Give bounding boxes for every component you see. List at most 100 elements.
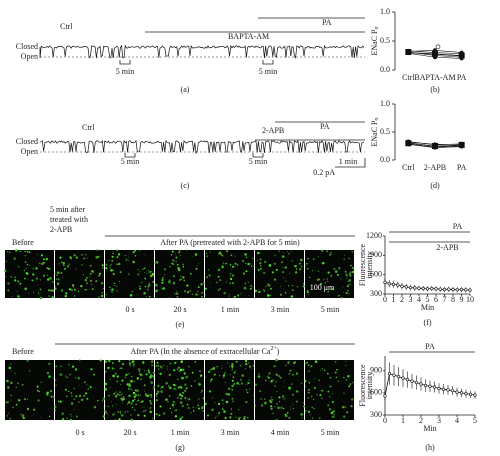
cell-signal xyxy=(93,373,95,376)
cell-signal xyxy=(61,417,65,421)
cell-signal xyxy=(350,264,352,267)
cell-signal xyxy=(183,279,186,282)
cell-signal xyxy=(127,256,129,258)
cell-signal xyxy=(326,278,328,280)
cell-signal xyxy=(345,364,347,366)
cell-signal xyxy=(319,394,322,397)
cell-signal xyxy=(55,286,57,288)
cell-signal xyxy=(46,371,50,375)
cell-signal xyxy=(291,289,294,292)
cell-signal xyxy=(38,390,41,393)
cell-signal xyxy=(338,294,340,297)
cell-signal xyxy=(150,396,153,398)
cell-signal xyxy=(224,372,226,374)
mean-point xyxy=(464,288,468,292)
cell-signal xyxy=(56,274,58,276)
cell-signal xyxy=(75,268,77,270)
cell-signal xyxy=(113,413,115,415)
cell-signal xyxy=(98,296,100,298)
x-tick-label: 8 xyxy=(451,295,455,304)
cell-signal xyxy=(327,290,330,293)
cell-signal xyxy=(149,373,151,375)
cell-signal xyxy=(67,363,70,366)
cell-signal xyxy=(347,361,348,362)
cell-signal xyxy=(236,264,239,266)
cell-signal xyxy=(352,381,354,384)
cell-signal xyxy=(229,264,232,266)
cell-signal xyxy=(277,406,280,410)
cell-signal xyxy=(60,261,63,264)
cell-signal xyxy=(142,361,145,364)
cell-signal xyxy=(304,363,306,365)
closed-label: Closed xyxy=(16,137,38,146)
cell-signal xyxy=(329,253,332,256)
cell-signal xyxy=(278,375,281,378)
cell-signal xyxy=(73,398,75,400)
cell-signal xyxy=(95,280,98,283)
cell-signal xyxy=(314,387,316,389)
cell-signal xyxy=(116,393,119,396)
cell-signal xyxy=(105,263,108,266)
time-label: 5 min xyxy=(249,157,267,166)
cell-signal xyxy=(48,375,51,378)
cell-signal xyxy=(231,365,234,368)
cell-signal xyxy=(161,277,164,279)
cell-signal xyxy=(85,254,87,256)
cell-signal xyxy=(350,284,352,286)
cell-signal xyxy=(128,273,130,275)
y-label-sub: o xyxy=(374,27,380,30)
cell-signal xyxy=(17,280,20,283)
cell-signal xyxy=(252,257,254,260)
cell-signal xyxy=(241,382,244,385)
cell-signal xyxy=(351,398,354,401)
cell-signal xyxy=(108,359,111,363)
cell-signal xyxy=(130,379,133,383)
cell-signal xyxy=(274,254,276,256)
x-tick-label: 3 xyxy=(437,416,441,425)
cell-signal xyxy=(61,412,64,415)
cell-signal xyxy=(214,402,216,404)
cell-signal xyxy=(311,417,314,419)
cell-signal xyxy=(282,252,284,254)
cell-signal xyxy=(174,361,176,364)
cell-signal xyxy=(300,258,303,262)
cell-signal xyxy=(145,296,147,298)
x-tick-label: 4 xyxy=(455,416,459,425)
cell-signal xyxy=(67,265,69,268)
mean-point xyxy=(459,391,464,395)
cell-signal xyxy=(50,395,53,398)
cell-signal xyxy=(114,285,116,286)
cell-signal xyxy=(149,400,152,402)
cell-signal xyxy=(257,268,260,271)
cell-signal xyxy=(309,414,311,416)
cell-signal xyxy=(197,290,199,292)
time-label: 20 s xyxy=(123,428,136,437)
mean-marker xyxy=(432,143,438,149)
cell-signal xyxy=(202,282,205,284)
cell-signal xyxy=(52,396,54,398)
cell-signal xyxy=(202,397,205,400)
cell-signal xyxy=(305,265,306,267)
cell-signal xyxy=(352,270,355,274)
cell-signal xyxy=(306,263,308,265)
cell-signal xyxy=(182,266,185,268)
cell-signal xyxy=(16,290,18,292)
cell-signal xyxy=(60,365,62,367)
cell-signal xyxy=(70,257,72,260)
cell-signal xyxy=(195,293,198,296)
cell-signal xyxy=(142,268,144,271)
cell-signal xyxy=(333,416,335,418)
cell-signal xyxy=(70,392,73,394)
cell-signal xyxy=(128,394,131,398)
x-tick-label: 0 xyxy=(383,416,387,425)
cell-signal xyxy=(7,282,10,285)
cell-signal xyxy=(128,259,129,261)
y-tick-label: 900 xyxy=(370,250,382,259)
y-axis-label: ENaC Po xyxy=(370,118,381,147)
cell-signal xyxy=(307,364,310,367)
cell-signal xyxy=(10,381,13,385)
cell-signal xyxy=(229,276,231,277)
cell-signal xyxy=(265,379,267,381)
cell-signal xyxy=(137,273,140,276)
cell-signal xyxy=(239,384,241,386)
